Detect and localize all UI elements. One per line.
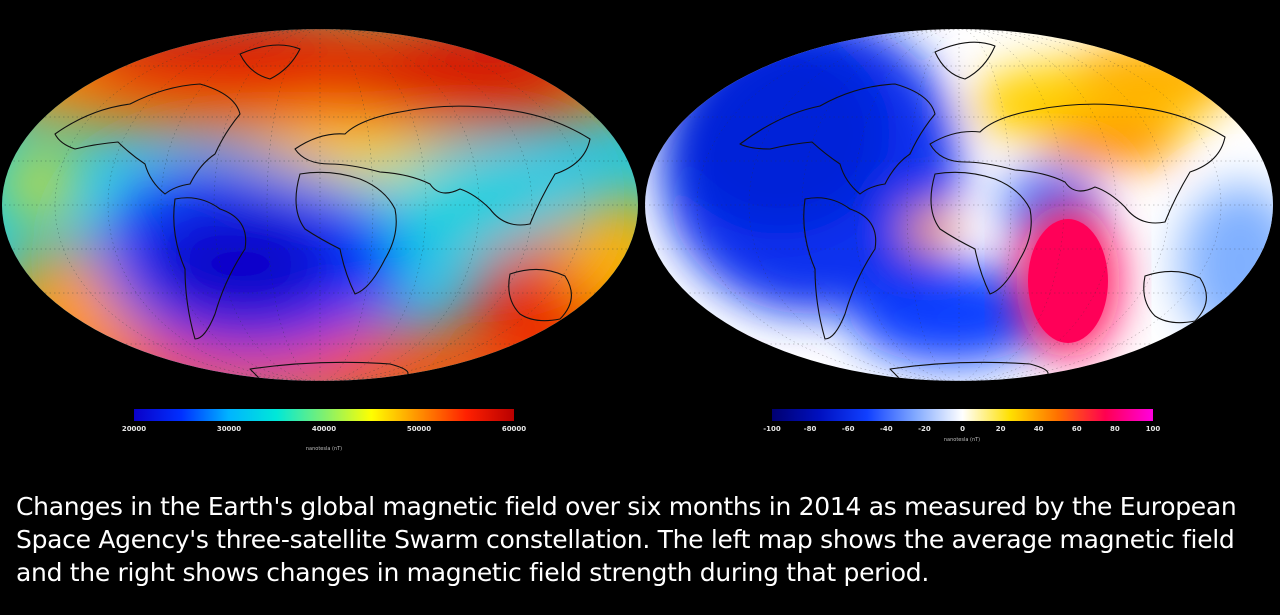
field-change-tick-label: 40 [1033, 425, 1044, 433]
average-field-tick-label: 20000 [121, 425, 147, 433]
caption: Changes in the Earth's global magnetic f… [16, 492, 1237, 587]
average-field-tick-label: 50000 [406, 425, 432, 433]
average-field-tick-label: 30000 [216, 425, 242, 433]
average-field-tick-labels: 20000 30000 40000 50000 60000 [122, 425, 526, 437]
field-change-tick-label: 60 [1071, 425, 1082, 433]
field-change-map [640, 14, 1280, 399]
field-change-tick-label: 20 [995, 425, 1006, 433]
field-change-tick-labels: -100 -80 -60 -40 -20 0 20 40 60 80 100 [763, 425, 1160, 437]
average-field-unit-label: nanotesla (nT) [305, 446, 343, 452]
field-change-unit-label: nanotesla (nT) [943, 437, 981, 443]
field-change-tick-label: -80 [803, 425, 817, 433]
field-change-tick-label: -20 [918, 425, 931, 433]
field-change-globe [645, 29, 1273, 381]
field-change-tick-label: 80 [1110, 425, 1120, 433]
average-field-tick-label: 40000 [311, 425, 337, 433]
field-change-colorbar [772, 409, 1153, 421]
average-field-colorbar [134, 409, 514, 421]
field-change-tick-label: -100 [763, 425, 781, 433]
average-field-tick-label: 60000 [501, 425, 527, 433]
field-change-tick-label: 0 [960, 425, 965, 433]
field-change-tick-label: -40 [879, 425, 893, 433]
average-field-globe [2, 29, 638, 381]
field-change-tick-label: 100 [1145, 425, 1161, 433]
average-field-map [0, 14, 640, 399]
field-change-tick-label: -60 [841, 425, 855, 433]
